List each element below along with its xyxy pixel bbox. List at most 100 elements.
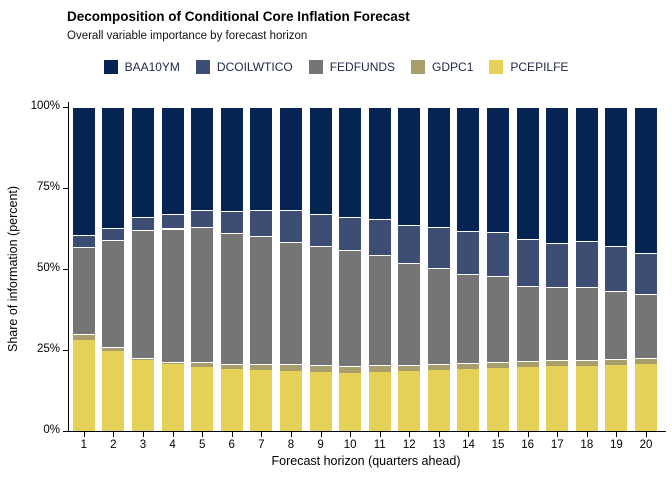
bar-h18-BAA10YM [575,107,598,242]
bar-h12-FEDFUNDS [398,262,421,365]
x-tick-mark [586,432,588,437]
bar-h14-PCEPILFE [457,369,480,431]
bar-h8-DCOILWTICO [279,210,302,243]
bar-h5-FEDFUNDS [191,227,214,363]
x-tick-mark [202,432,204,437]
bar-h13-DCOILWTICO [427,226,450,269]
bar-h7-GDPC1 [250,363,273,371]
bar-h7-DCOILWTICO [250,210,273,236]
legend-swatch-PCEPILFE [489,60,504,74]
x-axis-line [68,431,666,432]
bar-h5-PCEPILFE [191,366,214,431]
bar-h6-DCOILWTICO [220,210,243,234]
bar-h2-BAA10YM [102,107,125,229]
bar-h10-DCOILWTICO [339,217,362,251]
bar-h10-FEDFUNDS [339,250,362,367]
bar-h12-DCOILWTICO [398,224,421,263]
bar-h11-FEDFUNDS [368,255,391,366]
x-tick-label: 11 [373,439,386,451]
bar-h1-GDPC1 [72,334,95,341]
bar-h17-GDPC1 [546,360,569,367]
x-tick-label: 15 [491,439,505,451]
legend-item-DCOILWTICO: DCOILWTICO [195,60,293,74]
bar-h9-PCEPILFE [309,372,332,431]
x-tick-mark [438,432,440,437]
bar-h2-DCOILWTICO [102,228,125,241]
bar-h11-DCOILWTICO [368,219,391,256]
bar-h12-PCEPILFE [398,371,421,431]
y-tick-mark [63,107,68,108]
legend-label-DCOILWTICO: DCOILWTICO [216,60,293,74]
bar-h15-PCEPILFE [487,368,510,431]
bar-h9-GDPC1 [309,365,332,373]
bar-h9-DCOILWTICO [309,213,332,246]
bar-h15-GDPC1 [487,361,510,369]
bar-h15-FEDFUNDS [487,275,510,362]
bar-h19-PCEPILFE [605,364,628,431]
chart-subtitle: Overall variable importance by forecast … [67,30,308,42]
bar-h16-GDPC1 [516,361,539,368]
x-tick-mark [172,432,174,437]
y-tick-label: 50% [36,262,60,274]
bar-h3-PCEPILFE [131,359,154,431]
bar-h7-PCEPILFE [250,370,273,431]
x-tick-label: 20 [639,439,653,451]
x-tick-mark [498,432,500,437]
x-tick-label: 9 [317,439,324,451]
x-tick-label: 13 [432,439,446,451]
x-tick-label: 18 [580,439,594,451]
y-tick-mark [63,350,68,351]
bar-h4-PCEPILFE [161,364,184,431]
bar-h1-FEDFUNDS [72,247,95,335]
y-tick-mark [63,188,68,189]
bar-h18-PCEPILFE [575,365,598,431]
y-tick-label: 25% [36,343,60,355]
bar-h6-FEDFUNDS [220,233,243,364]
bar-h8-BAA10YM [279,107,302,211]
bar-h14-DCOILWTICO [457,231,480,274]
x-tick-mark [231,432,233,437]
bar-h18-FEDFUNDS [575,287,598,360]
legend-label-FEDFUNDS: FEDFUNDS [329,60,396,74]
x-tick-label: 6 [228,439,235,451]
bar-h16-PCEPILFE [516,367,539,431]
x-tick-label: 7 [258,439,265,451]
bar-h5-BAA10YM [191,107,214,211]
x-tick-mark [616,432,618,437]
y-tick-label: 75% [36,181,60,193]
legend-swatch-FEDFUNDS [308,60,323,74]
x-tick-label: 2 [110,439,117,451]
bar-h8-GDPC1 [279,363,302,372]
bar-h7-BAA10YM [250,107,273,211]
y-tick-mark [63,431,68,432]
x-tick-label: 3 [139,439,147,451]
x-tick-label: 4 [169,439,176,451]
bar-h20-PCEPILFE [635,364,657,431]
y-tick-mark [63,269,68,270]
bar-h1-PCEPILFE [72,340,95,431]
bar-h4-DCOILWTICO [161,213,184,229]
bar-h5-GDPC1 [191,362,214,367]
x-tick-mark [646,432,647,437]
bar-h6-BAA10YM [220,107,243,211]
x-tick-label: 12 [402,439,416,451]
legend-item-FEDFUNDS: FEDFUNDS [308,60,396,74]
bar-h20-FEDFUNDS [635,293,657,359]
bar-h11-BAA10YM [368,107,391,220]
bar-h20-BAA10YM [635,107,657,254]
x-tick-label: 17 [550,439,564,451]
legend-item-GDPC1: GDPC1 [411,60,473,74]
x-tick-mark [113,432,115,437]
bar-h4-GDPC1 [161,361,184,365]
legend-item-PCEPILFE: PCEPILFE [489,60,568,74]
x-tick-mark [468,432,470,437]
bar-h12-BAA10YM [398,107,421,225]
bar-h2-PCEPILFE [102,350,125,431]
bar-h15-BAA10YM [487,107,510,233]
bar-h3-FEDFUNDS [131,229,154,358]
x-tick-mark [409,432,411,437]
bar-h14-GDPC1 [457,362,480,370]
bar-h6-GDPC1 [220,363,243,370]
x-tick-mark [261,432,263,437]
